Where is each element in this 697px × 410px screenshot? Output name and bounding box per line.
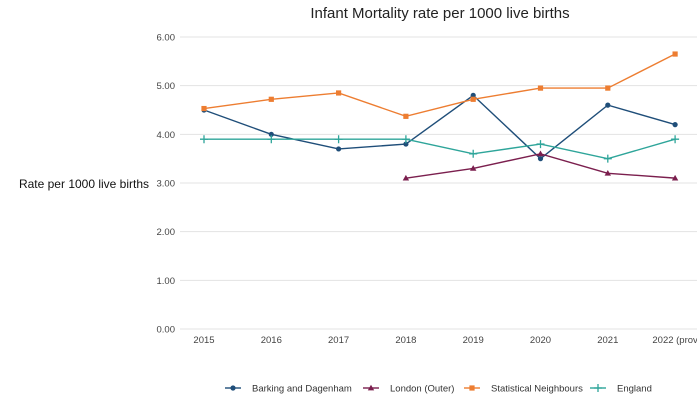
legend-marker-square-icon [469, 385, 475, 391]
y-tick-label: 0.00 [157, 325, 176, 336]
data-point-2-7 [672, 51, 678, 57]
x-tick-label: 2022 (prov [652, 335, 697, 346]
data-point-0-7 [672, 122, 678, 128]
legend-label: Barking and Dagenham [252, 384, 352, 395]
legend-item-2: Statistical Neighbours [464, 384, 583, 395]
data-point-3-2 [334, 135, 343, 144]
series-3 [200, 135, 680, 163]
x-tick-label: 2019 [463, 335, 484, 346]
data-point-1-3 [402, 174, 410, 181]
legend-label: England [617, 384, 652, 395]
data-point-3-0 [200, 135, 208, 144]
legend-marker-circle-icon [230, 385, 236, 391]
series-2 [201, 51, 678, 119]
y-tick-label: 3.00 [157, 179, 176, 190]
y-tick-label: 6.00 [157, 33, 176, 44]
series-line-3 [204, 138, 676, 160]
grid-lines [180, 36, 697, 330]
data-point-2-5 [537, 85, 544, 91]
data-point-0-5 [537, 156, 544, 162]
chart-title: Infant Mortality rate per 1000 live birt… [310, 5, 569, 22]
legend-label: London (Outer) [390, 384, 454, 395]
y-tick-label: 1.00 [157, 276, 176, 287]
data-point-2-1 [268, 96, 274, 102]
y-tick-label: 4.00 [157, 130, 176, 141]
data-point-0-6 [605, 102, 611, 108]
y-tick-label: 5.00 [157, 81, 176, 92]
legend-item-0: Barking and Dagenham [225, 384, 352, 395]
y-tick-label: 2.00 [157, 227, 176, 238]
x-tick-label: 2017 [328, 335, 349, 346]
data-point-3-1 [267, 135, 276, 144]
data-point-3-5 [536, 140, 545, 149]
series-line-0 [203, 94, 676, 160]
data-point-2-6 [605, 85, 611, 91]
legend: Barking and Dagenham London (Outer) Statis… [225, 384, 652, 395]
x-tick-label: 2020 [530, 335, 551, 346]
data-point-3-3 [401, 135, 410, 144]
data-point-1-5 [537, 150, 544, 157]
data-point-2-0 [201, 105, 207, 112]
y-axis-label: Rate per 1000 live births [19, 177, 149, 191]
data-point-2-3 [403, 113, 409, 119]
x-tick-label: 2016 [261, 335, 282, 346]
data-point-2-2 [336, 90, 342, 96]
legend-item-1: London (Outer) [363, 384, 454, 395]
series-0 [201, 92, 678, 162]
data-point-1-4 [470, 165, 477, 171]
y-tick-labels: 0.00 1.00 2.00 3.00 4.00 5.00 6.00 [157, 33, 176, 336]
data-point-3-4 [469, 149, 478, 158]
legend-item-3: England [590, 384, 652, 395]
data-point-0-2 [336, 146, 342, 152]
data-point-0-3 [403, 141, 409, 147]
data-point-1-7 [671, 174, 679, 181]
data-point-2-4 [470, 96, 476, 102]
x-tick-label: 2021 [597, 335, 618, 346]
series-lines [200, 51, 680, 181]
legend-marker-plus-icon [594, 384, 602, 392]
series-line-2 [203, 53, 676, 118]
legend-marker-triangle-icon [367, 384, 375, 391]
x-tick-labels: 2015 2016 2017 2018 2019 2020 2021 2022 (prov [193, 335, 697, 346]
data-point-1-6 [604, 169, 611, 176]
x-tick-label: 2015 [193, 335, 214, 346]
legend-label: Statistical Neighbours [491, 384, 583, 395]
data-point-3-6 [603, 154, 612, 163]
x-tick-label: 2018 [395, 335, 416, 346]
data-point-0-1 [268, 131, 274, 137]
series-1 [402, 150, 679, 181]
data-point-3-7 [671, 135, 680, 144]
